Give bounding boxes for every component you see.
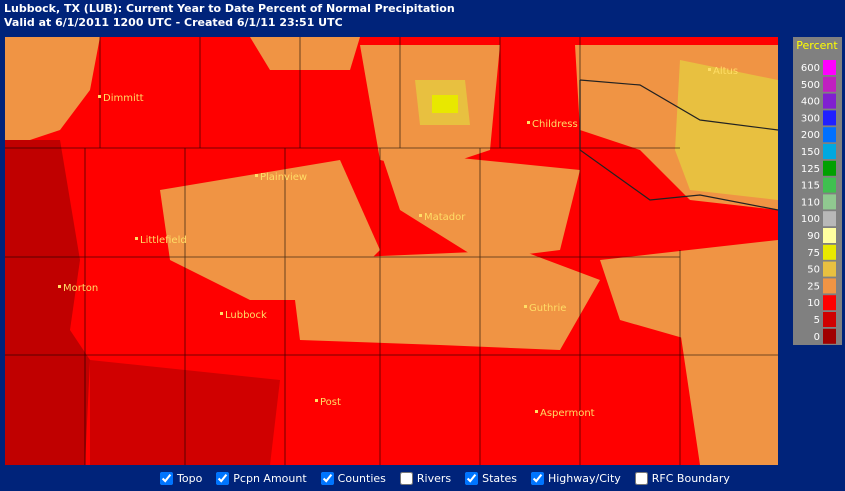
legend-swatch (823, 261, 836, 277)
legend-swatch (823, 110, 836, 126)
layer-toggle[interactable]: Counties (320, 472, 386, 485)
legend-label: 0 (814, 332, 820, 343)
legend-title: Percent (796, 39, 838, 52)
toggle-label: Topo (177, 472, 203, 485)
legend-label: 500 (801, 80, 820, 91)
city-label: Matador (424, 212, 466, 223)
layer-toggle[interactable]: Rivers (399, 472, 452, 485)
legend-swatch (823, 160, 836, 176)
title: Lubbock, TX (LUB): Current Year to Date … (4, 2, 455, 15)
legend-swatch (823, 328, 836, 344)
city-label: Post (320, 397, 341, 408)
toggle-label: Pcpn Amount (233, 472, 307, 485)
city-label: Morton (63, 283, 98, 294)
city-label: Guthrie (529, 303, 566, 314)
legend: 6005004003002001501251151101009075502510… (801, 60, 836, 344)
checkbox[interactable] (530, 472, 544, 485)
legend-swatch (823, 278, 836, 294)
city-dot (98, 95, 101, 98)
legend-label: 110 (801, 197, 820, 208)
legend-swatch (823, 295, 836, 311)
legend-label: 75 (807, 248, 820, 259)
city-label: Aspermont (540, 408, 595, 419)
legend-label: 90 (807, 231, 820, 242)
layer-toggle[interactable]: Highway/City (530, 472, 621, 485)
legend-label: 200 (801, 130, 820, 141)
city-label: Littlefield (140, 235, 187, 246)
layer-toggle[interactable]: Pcpn Amount (216, 472, 307, 485)
map: Dimmitt Childress Altus Plainview Matador Lit… (5, 37, 842, 465)
layer-toggle[interactable]: Topo (160, 472, 202, 485)
city-label: Lubbock (225, 310, 267, 321)
toggle-label: RFC Boundary (651, 472, 730, 485)
legend-label: 115 (801, 181, 820, 192)
city-label: Altus (713, 66, 738, 77)
legend-swatch (823, 177, 836, 193)
city-dot (527, 121, 530, 124)
legend-label: 5 (814, 315, 820, 326)
toggle-label: Counties (337, 472, 386, 485)
precip-field (5, 37, 778, 465)
city-dot (58, 285, 61, 288)
checkbox[interactable] (465, 472, 479, 485)
city-layer: Dimmitt Childress Altus Plainview Matador Lit… (58, 66, 738, 419)
legend-label: 10 (807, 298, 820, 309)
header: Lubbock, TX (LUB): Current Year to Date … (4, 2, 455, 30)
legend-label: 100 (801, 214, 820, 225)
city-label: Dimmitt (103, 93, 144, 104)
layer-controls: Topo Pcpn Amount Counties Rivers States Highw… (160, 472, 730, 485)
city-dot (708, 68, 711, 71)
legend-swatch (823, 127, 836, 143)
city-dot (524, 305, 527, 308)
city-dot (315, 399, 318, 402)
legend-swatch (823, 228, 836, 243)
legend-label: 600 (801, 63, 820, 74)
legend-swatch (823, 76, 836, 92)
checkbox[interactable] (399, 472, 413, 485)
city-dot (535, 410, 538, 413)
city-dot (135, 237, 138, 240)
legend-label: 300 (801, 113, 820, 124)
subtitle: Valid at 6/1/2011 1200 UTC - Created 6/1… (4, 16, 343, 29)
legend-swatch (823, 194, 836, 210)
toggle-label: Rivers (416, 472, 452, 485)
legend-label: 125 (801, 164, 820, 175)
city-label: Childress (532, 119, 578, 130)
state-lines (579, 79, 779, 211)
checkbox[interactable] (160, 472, 173, 485)
legend-swatch (823, 93, 836, 109)
legend-swatch (823, 211, 836, 227)
toggle-label: Highway/City (547, 472, 621, 485)
legend-label: 25 (807, 281, 820, 292)
legend-swatch (823, 312, 836, 327)
city-dot (255, 174, 258, 177)
checkbox[interactable] (320, 472, 334, 485)
legend-swatch (823, 244, 836, 260)
legend-swatch (823, 144, 836, 159)
legend-label: 400 (801, 97, 820, 108)
city-dot (419, 214, 422, 217)
city-label: Plainview (260, 172, 307, 183)
toggle-label: States (482, 472, 517, 485)
legend-label: 150 (801, 147, 820, 158)
layer-toggle[interactable]: States (465, 472, 517, 485)
legend-label: 50 (807, 265, 820, 276)
city-dot (220, 312, 223, 315)
legend-swatch (823, 60, 836, 75)
layer-toggle[interactable]: RFC Boundary (634, 472, 730, 485)
checkbox[interactable] (216, 472, 230, 485)
checkbox[interactable] (634, 472, 648, 485)
